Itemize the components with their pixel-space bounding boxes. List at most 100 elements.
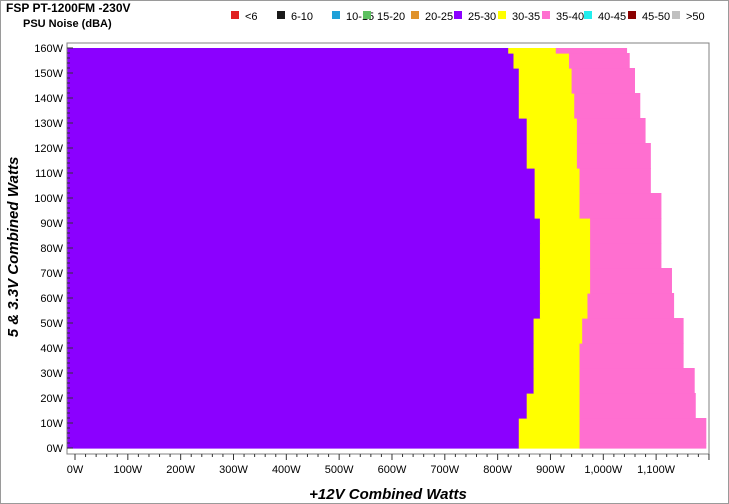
- x-tick-label: 800W: [483, 464, 512, 476]
- heatmap-cell-25-30: [67, 343, 535, 369]
- heatmap-cell-25-30: [67, 168, 536, 194]
- x-tick-label: 0W: [67, 464, 84, 476]
- heatmap-cell-25-30: [67, 218, 541, 244]
- legend-label: 40-45: [598, 11, 626, 23]
- x-tick-label: 900W: [536, 464, 565, 476]
- plot-area: [66, 42, 710, 455]
- heatmap-cell-35-40: [590, 218, 662, 244]
- x-tick-label: 500W: [325, 464, 354, 476]
- legend-swatch: [542, 11, 550, 19]
- y-tick-label: 110W: [35, 168, 64, 180]
- legend-swatch: [231, 11, 239, 19]
- y-tick-label: 100W: [34, 193, 63, 205]
- legend-swatch: [332, 11, 340, 19]
- heatmap-cell-35-40: [568, 53, 630, 69]
- chart-subtitle: PSU Noise (dBA): [23, 18, 112, 30]
- x-tick-label: 700W: [430, 464, 459, 476]
- x-tick-label: 100W: [113, 464, 142, 476]
- legend-label: <6: [245, 11, 258, 23]
- heatmap-cell-35-40: [579, 418, 707, 444]
- y-tick-label: 130W: [34, 118, 63, 130]
- legend-label: 20-25: [425, 11, 453, 23]
- heatmap-cell-25-30: [67, 48, 509, 54]
- legend-swatch: [584, 11, 592, 19]
- heatmap-cell-35-40: [574, 93, 641, 119]
- heatmap-cell-35-40: [576, 143, 651, 169]
- chart-title: FSP PT-1200FM -230V: [6, 1, 131, 15]
- heatmap-cell-25-30: [67, 418, 520, 444]
- y-tick-label: 90W: [40, 218, 63, 230]
- heatmap-cell-30-35: [539, 218, 591, 244]
- heatmap-cell-35-40: [579, 343, 684, 369]
- legend-label: 25-30: [468, 11, 496, 23]
- heatmap-cell-25-30: [67, 243, 541, 269]
- heatmap-cell-30-35: [533, 318, 583, 344]
- heatmap-cell-25-30: [67, 268, 541, 294]
- legend-swatch: [277, 11, 285, 19]
- legend-label: >50: [686, 11, 705, 23]
- heatmap-cell-30-35: [539, 243, 591, 269]
- legend-label: 35-40: [556, 11, 584, 23]
- heatmap-cell-35-40: [579, 443, 707, 449]
- heatmap-cell-25-30: [67, 143, 528, 169]
- heatmap-cell-30-35: [533, 343, 581, 369]
- legend-swatch: [628, 11, 636, 19]
- heatmap-cell-35-40: [571, 68, 635, 94]
- legend-label: 6-10: [291, 11, 313, 23]
- heatmap-cell-35-40: [590, 243, 662, 269]
- heatmap-cell-35-40: [582, 318, 684, 344]
- legend-swatch: [411, 11, 419, 19]
- heatmap-cell-30-35: [508, 48, 557, 54]
- heatmap-cell-30-35: [518, 418, 581, 444]
- heatmap-cell-35-40: [579, 393, 696, 419]
- y-tick-label: 20W: [40, 393, 63, 405]
- legend-swatch: [454, 11, 462, 19]
- y-tick-label: 30W: [40, 368, 63, 380]
- heatmap-cell-30-35: [518, 68, 573, 94]
- heatmap-cell-30-35: [534, 168, 581, 194]
- x-axis-title: +12V Combined Watts: [309, 486, 467, 503]
- heatmap-cell-25-30: [67, 293, 541, 319]
- heatmap-cell-25-30: [67, 318, 535, 344]
- legend-swatch: [498, 11, 506, 19]
- x-tick-label: 1,000W: [584, 464, 623, 476]
- heatmap-cell-30-35: [526, 118, 578, 144]
- heatmap-cell-30-35: [539, 268, 591, 294]
- x-tick-label: 1,100W: [637, 464, 676, 476]
- legend: <6 6-10 10-15 15-20 20-25 25-30 30-35 35-40 40-4…: [231, 11, 705, 23]
- heatmap-cell-30-35: [539, 293, 589, 319]
- heatmap-cell-35-40: [579, 368, 695, 394]
- heatmap-cell-25-30: [67, 68, 520, 94]
- heatmap-cell-30-35: [533, 368, 581, 394]
- heatmap-cell-25-30: [67, 118, 528, 144]
- y-tick-label: 60W: [40, 293, 63, 305]
- legend-swatch: [363, 11, 371, 19]
- x-tick-label: 300W: [219, 464, 248, 476]
- y-tick-label: 140W: [34, 93, 63, 105]
- y-tick-label: 160W: [34, 43, 63, 55]
- heatmap-cell-35-40: [579, 168, 651, 194]
- heatmap-cell-35-40: [576, 118, 646, 144]
- heatmap-cell-35-40: [579, 193, 662, 219]
- heatmap-cell-30-35: [526, 393, 581, 419]
- y-tick-label: 0W: [47, 443, 64, 455]
- heatmap-cell-25-30: [67, 193, 536, 219]
- legend-swatch: [672, 11, 680, 19]
- x-tick-label: 200W: [166, 464, 195, 476]
- y-tick-label: 10W: [40, 418, 63, 430]
- heatmap-cell-30-35: [518, 93, 575, 119]
- y-tick-label: 40W: [40, 343, 63, 355]
- legend-label: 15-20: [377, 11, 405, 23]
- heatmap-cell-30-35: [518, 443, 581, 449]
- heatmap-cell-35-40: [590, 268, 672, 294]
- heatmap-cell-30-35: [513, 53, 570, 69]
- heatmap-cell-25-30: [67, 393, 528, 419]
- heatmap-cell-35-40: [555, 48, 628, 54]
- y-tick-label: 120W: [34, 143, 63, 155]
- heatmap-cell-25-30: [67, 443, 520, 449]
- y-tick-label: 50W: [40, 318, 63, 330]
- legend-label: 45-50: [642, 11, 670, 23]
- x-tick-label: 600W: [378, 464, 407, 476]
